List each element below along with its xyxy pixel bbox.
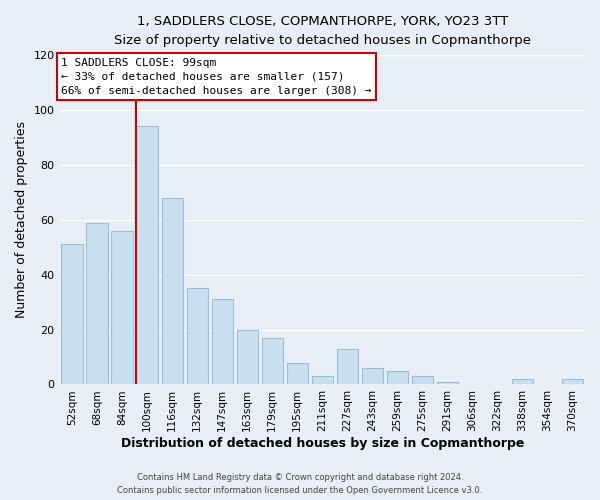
Bar	[187, 288, 208, 384]
Bar	[61, 244, 83, 384]
Bar	[512, 379, 533, 384]
Bar	[362, 368, 383, 384]
Y-axis label: Number of detached properties: Number of detached properties	[15, 122, 28, 318]
Bar	[287, 362, 308, 384]
Bar	[562, 379, 583, 384]
Bar	[337, 349, 358, 384]
Bar	[86, 222, 108, 384]
Bar	[262, 338, 283, 384]
Bar	[412, 376, 433, 384]
Bar	[112, 231, 133, 384]
Bar	[437, 382, 458, 384]
Text: Contains HM Land Registry data © Crown copyright and database right 2024.
Contai: Contains HM Land Registry data © Crown c…	[118, 474, 482, 495]
X-axis label: Distribution of detached houses by size in Copmanthorpe: Distribution of detached houses by size …	[121, 437, 524, 450]
Text: 1 SADDLERS CLOSE: 99sqm
← 33% of detached houses are smaller (157)
66% of semi-d: 1 SADDLERS CLOSE: 99sqm ← 33% of detache…	[61, 58, 372, 96]
Title: 1, SADDLERS CLOSE, COPMANTHORPE, YORK, YO23 3TT
Size of property relative to det: 1, SADDLERS CLOSE, COPMANTHORPE, YORK, Y…	[114, 15, 531, 47]
Bar	[212, 300, 233, 384]
Bar	[311, 376, 333, 384]
Bar	[161, 198, 183, 384]
Bar	[136, 126, 158, 384]
Bar	[387, 370, 408, 384]
Bar	[236, 330, 258, 384]
